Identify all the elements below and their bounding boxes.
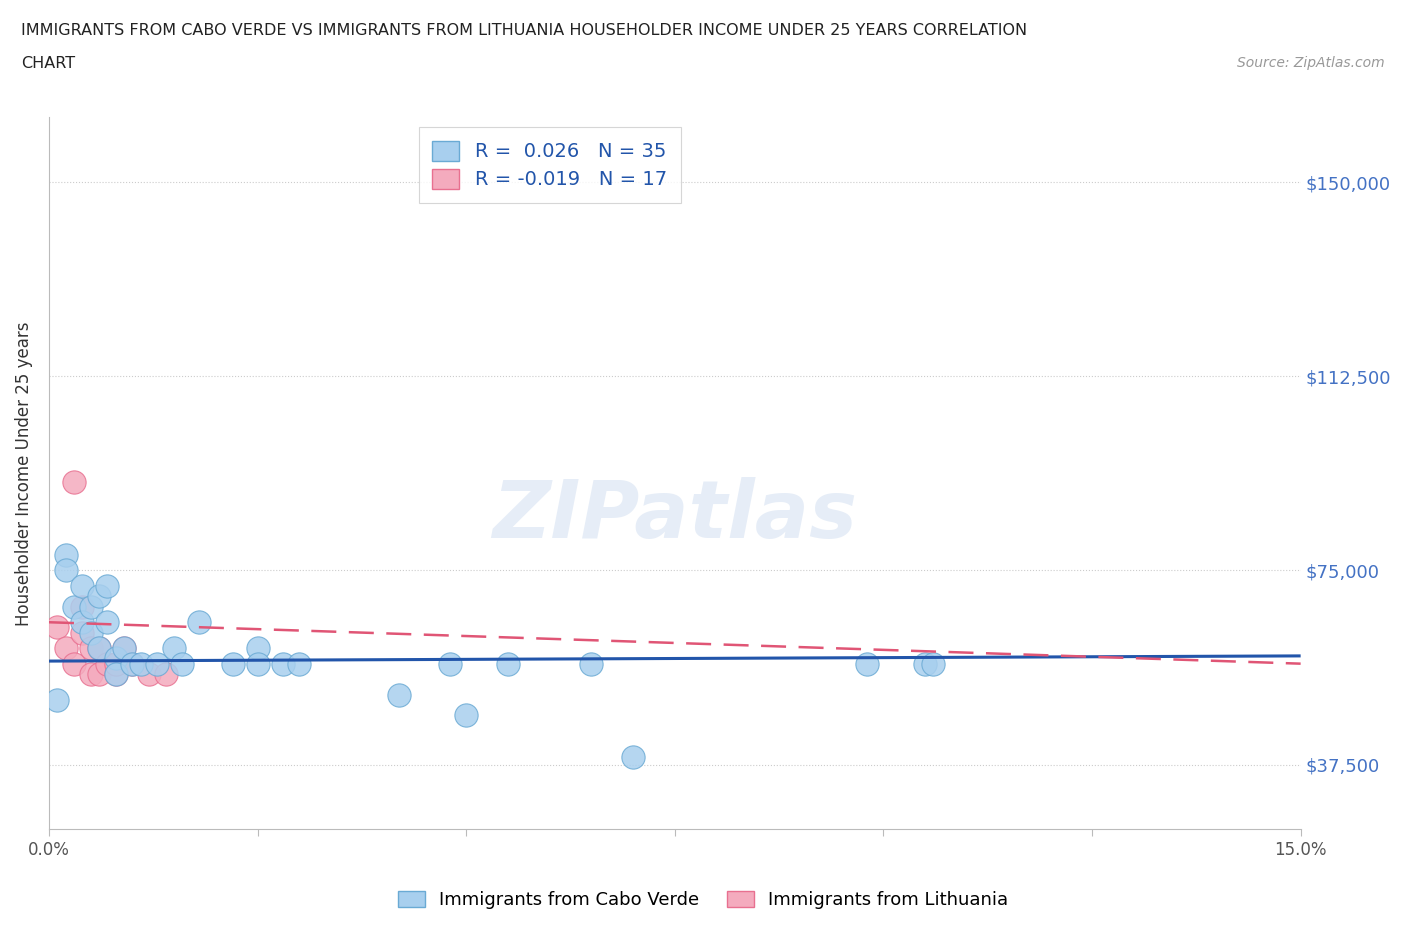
Point [63,599,86,614]
Point [155,667,177,682]
Point [72,615,94,630]
Point [63,657,86,671]
Text: IMMIGRANTS FROM CABO VERDE VS IMMIGRANTS FROM LITHUANIA HOUSEHOLDER INCOME UNDER: IMMIGRANTS FROM CABO VERDE VS IMMIGRANTS… [21,23,1028,38]
Point [914,657,936,671]
Point [439,657,461,671]
Point [855,657,877,671]
Point [246,657,269,671]
Point [112,641,135,656]
Point [87,641,110,656]
Point [96,615,118,630]
Point [581,657,603,671]
Y-axis label: Householder Income Under 25 years: Householder Income Under 25 years [15,321,32,626]
Point [63,475,86,490]
Point [288,657,311,671]
Point [146,657,169,671]
Point [55,641,77,656]
Point [72,625,94,640]
Text: CHART: CHART [21,56,75,71]
Point [388,687,411,702]
Point [121,657,143,671]
Point [246,641,269,656]
Legend: R =  0.026   N = 35, R = -0.019   N = 17: R = 0.026 N = 35, R = -0.019 N = 17 [419,127,681,203]
Text: Source: ZipAtlas.com: Source: ZipAtlas.com [1237,56,1385,70]
Point [104,651,127,666]
Point [922,657,945,671]
Point [112,641,135,656]
Point [271,657,294,671]
Point [80,625,103,640]
Point [87,667,110,682]
Point [172,657,194,671]
Point [87,641,110,656]
Point [496,657,519,671]
Point [55,548,77,563]
Point [96,657,118,671]
Point [80,599,103,614]
Point [163,641,186,656]
Point [221,657,243,671]
Point [55,563,77,578]
Point [104,667,127,682]
Text: ZIPatlas: ZIPatlas [492,477,858,555]
Point [104,657,127,671]
Point [87,589,110,604]
Legend: Immigrants from Cabo Verde, Immigrants from Lithuania: Immigrants from Cabo Verde, Immigrants f… [391,884,1015,916]
Point [80,641,103,656]
Point [121,657,143,671]
Point [72,599,94,614]
Point [96,578,118,593]
Point [80,667,103,682]
Point [129,657,152,671]
Point [188,615,211,630]
Point [104,667,127,682]
Point [46,620,69,635]
Point [46,693,69,708]
Point [621,750,644,764]
Point [138,667,160,682]
Point [72,578,94,593]
Point [456,708,478,723]
